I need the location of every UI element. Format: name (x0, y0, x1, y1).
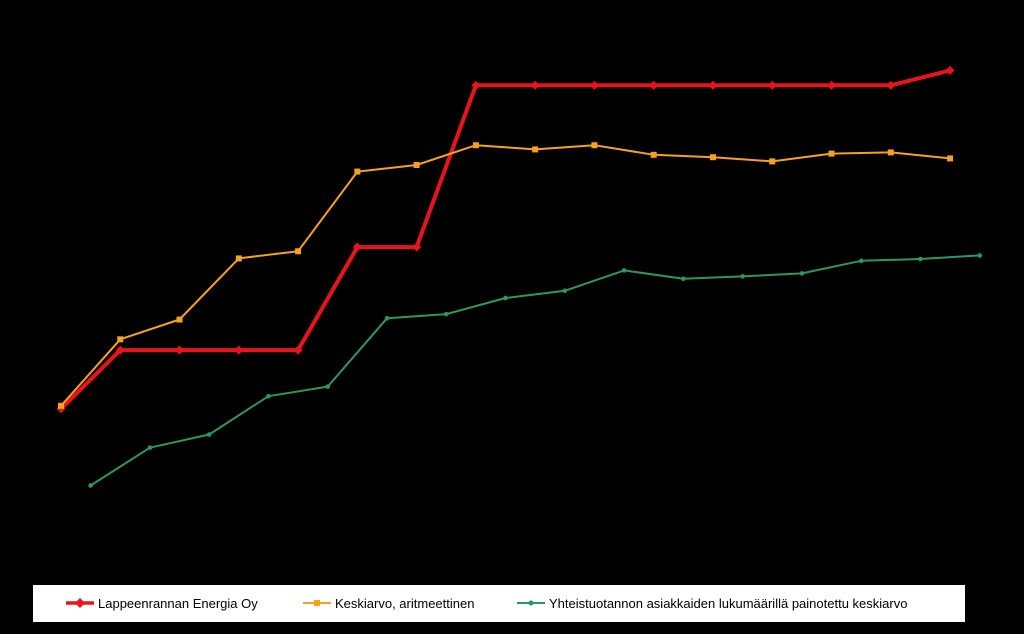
data-point-s1-13 (828, 150, 835, 157)
legend-label-lappeenrannan: Lappeenrannan Energia Oy (98, 596, 258, 611)
legend-entry-keskiarvo: Keskiarvo, aritmeettinen (303, 596, 474, 611)
data-point-s2-9 (621, 268, 627, 273)
plot-area (56, 65, 982, 488)
series-line-0 (59, 68, 951, 411)
data-point-s1-8 (532, 146, 539, 153)
data-point-s2-1 (147, 445, 153, 451)
data-point-s0-13 (827, 80, 837, 90)
legend: Lappeenrannan Energia Oy Keskiarvo, arit… (33, 585, 965, 622)
data-point-s1-1 (117, 336, 124, 343)
legend-entry-yhteistuotannon: Yhteistuotannon asiakkaiden lukumäärillä… (517, 596, 907, 611)
data-point-s2-4 (325, 384, 331, 389)
legend-marker-square (314, 600, 320, 606)
data-point-s2-11 (740, 274, 745, 279)
data-point-s0-5 (352, 242, 362, 252)
data-point-s1-11 (709, 154, 716, 161)
data-point-s0-3 (234, 345, 244, 355)
legend-label-yhteistuotannon: Yhteistuotannon asiakkaiden lukumäärillä… (549, 596, 907, 611)
data-point-s0-11 (708, 80, 718, 90)
data-point-s1-15 (947, 155, 954, 162)
data-point-s0-7 (471, 80, 481, 90)
data-point-s0-4 (293, 345, 303, 355)
data-point-s2-13 (858, 258, 864, 264)
data-point-s1-6 (413, 161, 420, 168)
data-point-s1-7 (472, 142, 479, 149)
data-point-s0-6 (412, 242, 422, 252)
legend-marker-diamond (75, 598, 85, 608)
data-point-s2-15 (977, 253, 982, 258)
data-point-s1-5 (354, 168, 361, 175)
data-point-s1-3 (235, 255, 242, 262)
data-point-s0-9 (589, 80, 599, 90)
data-point-s2-2 (206, 432, 212, 437)
legend-box (33, 585, 965, 622)
data-point-s0-10 (649, 80, 659, 90)
data-point-s0-15 (945, 65, 955, 75)
data-point-s1-12 (769, 158, 776, 165)
series-line-2 (90, 254, 980, 487)
data-point-s1-4 (295, 248, 302, 255)
data-point-s2-6 (443, 311, 449, 317)
data-point-s1-9 (591, 142, 598, 149)
legend-marker-dot (528, 600, 534, 606)
series-line-1 (60, 144, 951, 407)
data-point-s2-3 (266, 393, 271, 399)
data-point-s0-2 (175, 345, 185, 355)
data-point-s2-12 (799, 271, 805, 276)
data-point-s0-12 (767, 80, 777, 90)
data-point-s2-0 (88, 483, 93, 488)
data-point-s1-0 (58, 402, 64, 409)
data-point-s2-14 (918, 256, 923, 262)
data-point-s0-8 (530, 80, 540, 90)
data-point-s2-10 (681, 276, 686, 282)
legend-label-keskiarvo: Keskiarvo, aritmeettinen (335, 596, 474, 611)
legend-entry-lappeenrannan: Lappeenrannan Energia Oy (66, 596, 258, 611)
data-point-s1-10 (650, 151, 657, 158)
data-point-s2-7 (503, 295, 508, 301)
data-point-s0-1 (115, 345, 125, 355)
data-point-s0-14 (886, 80, 896, 90)
data-point-s1-2 (176, 316, 183, 323)
data-point-s1-14 (887, 149, 894, 156)
data-point-s2-8 (562, 288, 568, 294)
data-point-s2-5 (384, 316, 390, 321)
